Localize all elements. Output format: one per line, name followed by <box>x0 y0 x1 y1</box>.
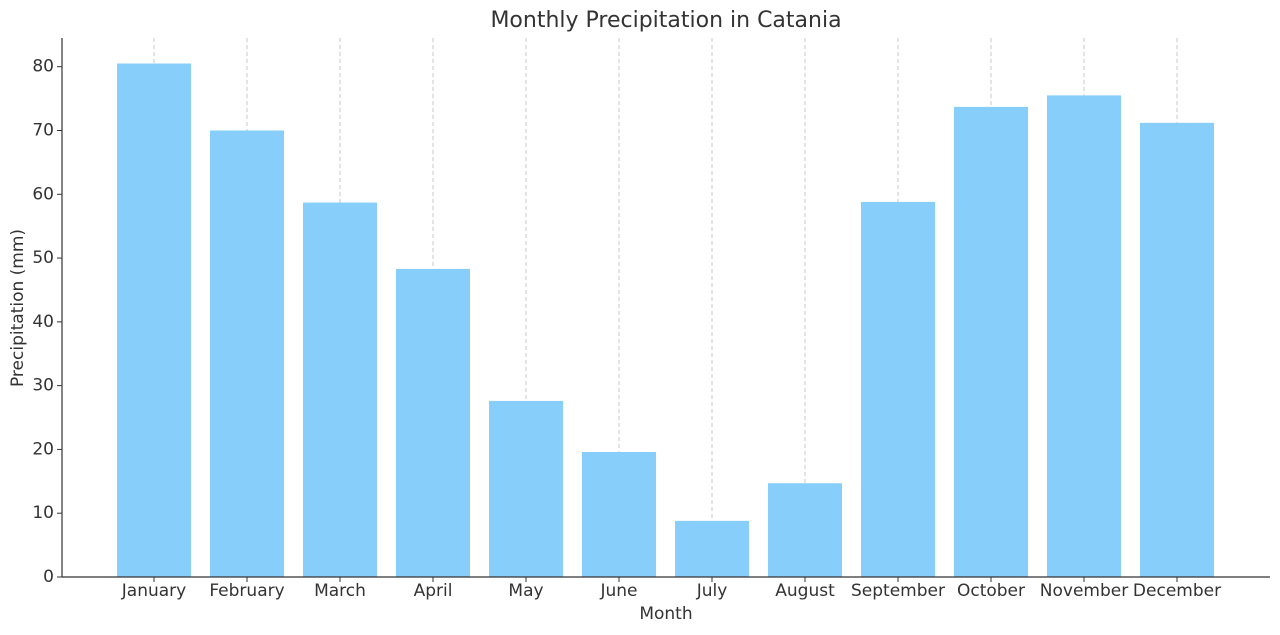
y-tick-label: 40 <box>32 312 54 332</box>
x-axis-label: Month <box>639 604 692 624</box>
bar <box>582 451 656 577</box>
bar <box>1047 95 1121 577</box>
bar <box>1140 122 1214 578</box>
y-tick-label: 60 <box>32 184 54 204</box>
x-tick-label: November <box>1040 581 1128 601</box>
bar <box>303 202 377 577</box>
x-tick-label: September <box>851 581 945 601</box>
x-tick-label: March <box>314 581 366 601</box>
y-tick-label: 50 <box>32 248 54 268</box>
x-tick-label: June <box>599 581 637 601</box>
x-tick-label: December <box>1133 581 1221 601</box>
chart-title: Monthly Precipitation in Catania <box>490 8 841 33</box>
bar <box>117 63 191 578</box>
y-tick-label: 0 <box>43 567 54 587</box>
y-tick-label: 70 <box>32 120 54 140</box>
y-tick-label: 20 <box>32 439 54 459</box>
x-tick-label: May <box>508 581 543 601</box>
bar <box>861 201 935 577</box>
bar <box>675 520 749 577</box>
x-tick-label: August <box>775 581 835 601</box>
x-tick-label: January <box>121 581 186 601</box>
y-tick-label: 30 <box>32 376 54 396</box>
x-tick-label: October <box>957 581 1025 601</box>
bar <box>954 106 1028 577</box>
y-tick-label: 80 <box>32 57 54 77</box>
x-tick-label: April <box>414 581 453 601</box>
y-axis-label: Precipitation (mm) <box>8 229 28 387</box>
bar <box>396 268 470 577</box>
y-tick-label: 10 <box>32 503 54 523</box>
bar <box>210 130 284 577</box>
bar <box>489 400 563 577</box>
x-tick-label: July <box>696 581 728 601</box>
bar <box>768 483 842 577</box>
x-tick-label: February <box>209 581 284 601</box>
